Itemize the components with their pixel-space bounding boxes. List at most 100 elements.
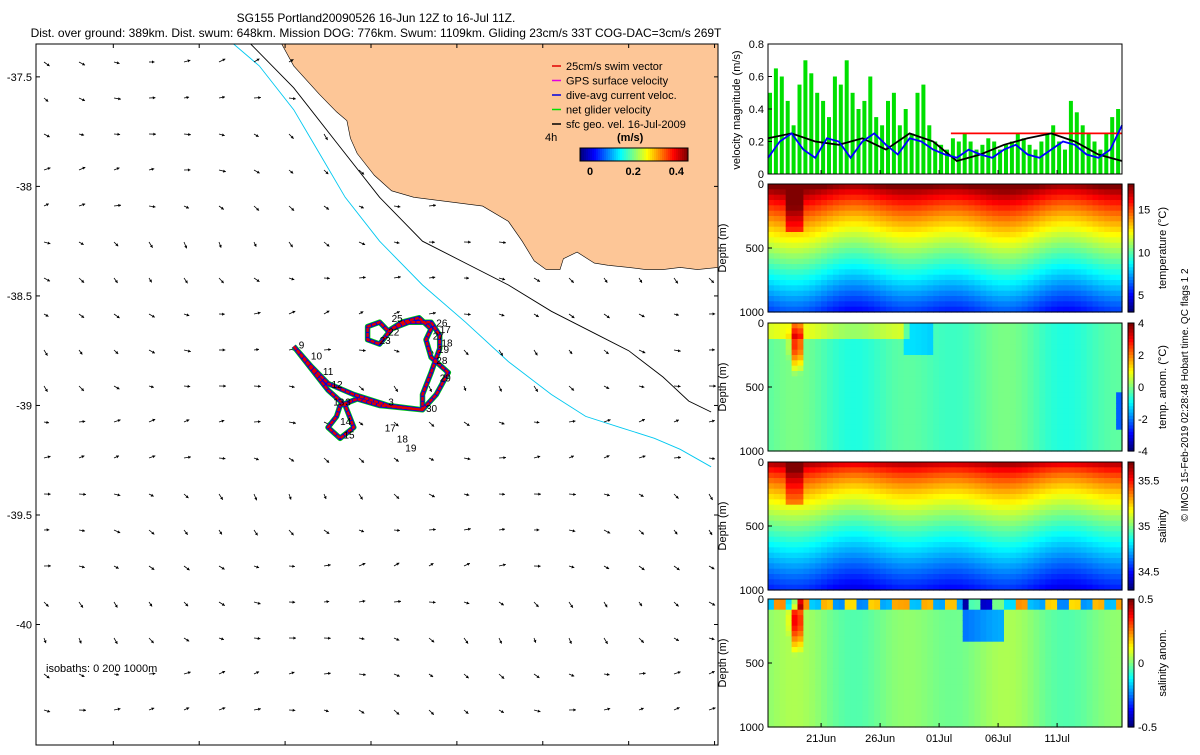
section-cell	[1104, 280, 1111, 286]
section-cell	[880, 350, 887, 356]
section-cell	[833, 264, 840, 270]
section-cell	[1034, 408, 1041, 414]
section-cell	[862, 542, 869, 548]
section-cell	[833, 499, 840, 505]
section-cell	[963, 547, 970, 553]
section-cell	[933, 371, 940, 377]
section-cell	[1004, 408, 1011, 414]
track-day-label: 10	[311, 351, 323, 362]
section-cell	[1069, 360, 1076, 366]
section-cell	[921, 515, 928, 521]
section-cell	[821, 264, 828, 270]
section-cell	[874, 387, 881, 393]
section-cell	[1093, 440, 1100, 446]
section-cell	[839, 344, 846, 350]
section-cell	[939, 414, 946, 420]
section-cell	[945, 510, 952, 516]
section-cell	[792, 243, 799, 249]
section-cell	[927, 259, 934, 265]
section-cell	[998, 216, 1005, 222]
section-cell	[975, 237, 982, 243]
section-cell	[768, 387, 775, 393]
section-cell	[880, 376, 887, 382]
section-cell	[868, 221, 875, 227]
section-cell	[910, 253, 917, 259]
section-cell	[833, 489, 840, 495]
geo-velocity-arrowhead	[292, 385, 295, 388]
section-cell	[1063, 414, 1070, 420]
section-cell	[880, 473, 887, 479]
section-cell	[898, 269, 905, 275]
section-cell	[986, 328, 993, 334]
section-cell	[969, 563, 976, 569]
section-cell	[975, 285, 982, 291]
section-cell	[892, 531, 899, 537]
section-cell	[969, 285, 976, 291]
section-cell	[951, 195, 958, 201]
section-cell	[1104, 398, 1111, 404]
section-cell	[892, 483, 899, 489]
section-cell	[780, 189, 787, 195]
section-cell	[939, 355, 946, 361]
section-cell	[951, 558, 958, 564]
section-cell	[874, 296, 881, 302]
section-cell	[1022, 355, 1028, 361]
section-cell	[1057, 243, 1064, 249]
section-cell	[927, 462, 934, 468]
section-cell	[986, 205, 993, 211]
section-cell	[1081, 387, 1088, 393]
section-cell	[933, 521, 940, 527]
section-cell	[868, 424, 875, 430]
geo-velocity-arrowhead	[538, 493, 541, 496]
section-cell	[1028, 392, 1035, 398]
section-cell	[980, 558, 987, 564]
section-cell	[886, 334, 893, 340]
section-cell	[898, 505, 905, 511]
section-cell	[945, 269, 952, 275]
section-cell	[898, 232, 905, 238]
section-cell	[1016, 569, 1023, 575]
section-cell	[1069, 205, 1076, 211]
section-cell	[957, 334, 964, 340]
section-cell	[874, 489, 881, 495]
section-cell	[986, 248, 993, 254]
section-cell	[1010, 467, 1017, 473]
section-cell	[921, 376, 928, 382]
section-cell	[927, 510, 934, 516]
geo-velocity-arrowhead	[363, 673, 366, 676]
section-cell	[1022, 296, 1028, 302]
section-cell	[809, 371, 816, 377]
section-cell	[798, 259, 805, 265]
section-cell	[986, 537, 993, 543]
section-cell	[951, 510, 958, 516]
section-cell	[963, 195, 970, 201]
section-cell	[1045, 323, 1052, 329]
section-cell	[975, 232, 982, 238]
section-cell	[1081, 414, 1088, 420]
section-cell	[1069, 301, 1076, 307]
section-cell	[780, 339, 787, 345]
section-cell	[833, 579, 840, 585]
section-cell	[904, 579, 911, 585]
section-cell	[927, 355, 934, 361]
section-cell	[792, 200, 799, 206]
section-cell	[921, 200, 928, 206]
section-cell	[768, 227, 775, 233]
section-cell	[1004, 489, 1011, 495]
section-cell	[1098, 323, 1105, 329]
section-cell	[963, 334, 970, 340]
section-cell	[904, 398, 911, 404]
section-cell	[827, 259, 834, 265]
section-cell	[933, 334, 940, 340]
section-cell	[910, 419, 917, 425]
section-cell	[898, 462, 905, 468]
section-cell	[768, 558, 775, 564]
section-cell	[1063, 200, 1070, 206]
section-cell	[803, 435, 810, 441]
section-cell	[786, 280, 793, 286]
section-cell	[880, 275, 887, 281]
section-cell	[786, 366, 793, 372]
section-cell	[774, 371, 781, 377]
section-cell	[945, 253, 952, 259]
section-cell	[792, 462, 799, 468]
